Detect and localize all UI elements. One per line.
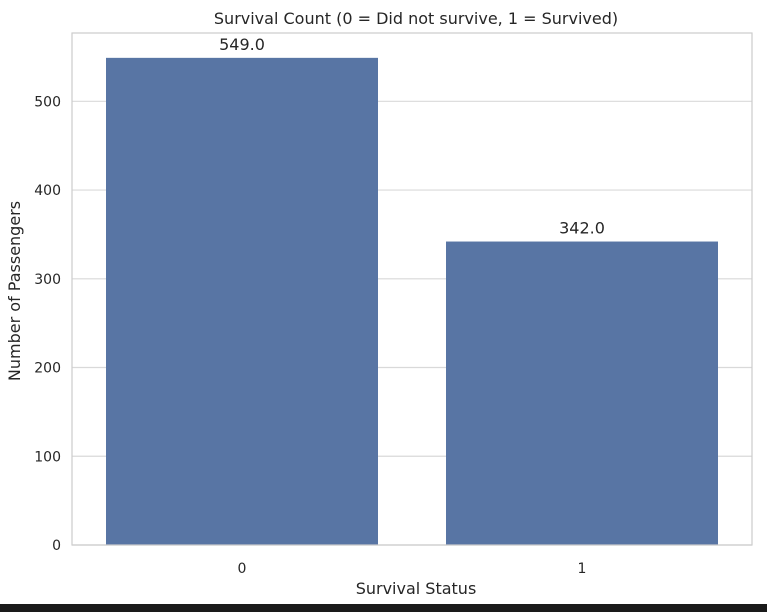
x-tick-label: 0	[238, 561, 247, 577]
y-tick-label: 500	[34, 94, 61, 110]
bar-value-label: 342.0	[559, 219, 605, 238]
y-tick-label: 200	[34, 361, 61, 377]
bar-value-label: 549.0	[219, 35, 265, 54]
bars	[106, 57, 718, 545]
bar-value-labels: 549.0 342.0	[219, 35, 605, 238]
y-tick-label: 100	[34, 449, 61, 465]
bottom-strip	[0, 604, 767, 612]
x-tick-label: 1	[578, 561, 587, 577]
y-tick-labels: 0 100 200 300 400 500	[34, 94, 61, 554]
y-tick-label: 0	[52, 538, 61, 554]
y-tick-label: 400	[34, 183, 61, 199]
y-axis-label: Number of Passengers	[5, 201, 24, 381]
chart-title: Survival Count (0 = Did not survive, 1 =…	[214, 9, 618, 28]
x-axis-label: Survival Status	[356, 579, 477, 598]
bar-0	[106, 57, 378, 545]
y-tick-label: 300	[34, 272, 61, 288]
bar-1	[446, 241, 718, 545]
plot-frame	[71, 32, 753, 546]
